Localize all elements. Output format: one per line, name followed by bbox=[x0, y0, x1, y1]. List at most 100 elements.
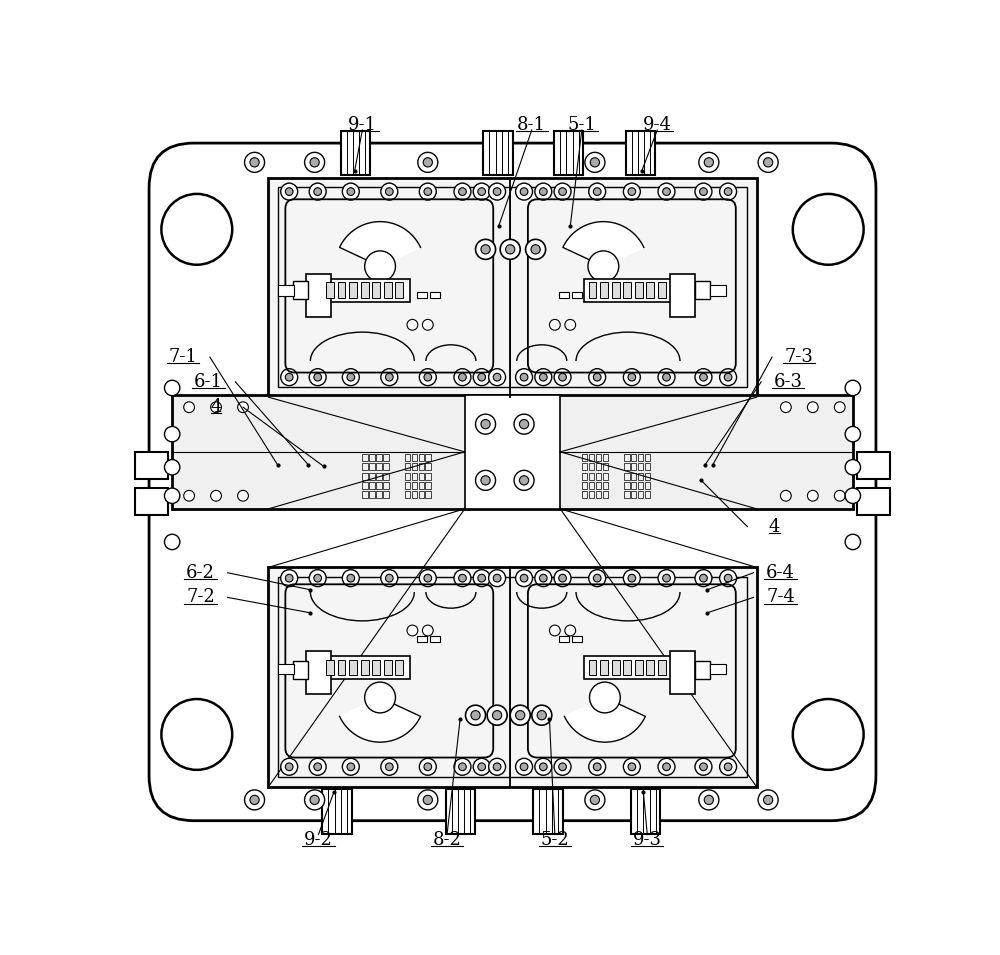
Circle shape bbox=[476, 240, 496, 260]
Bar bbox=[631, 482, 636, 489]
Circle shape bbox=[516, 183, 533, 200]
Bar bbox=[425, 491, 431, 499]
Circle shape bbox=[285, 763, 293, 771]
Bar bbox=[405, 491, 410, 499]
Circle shape bbox=[588, 251, 619, 282]
Circle shape bbox=[724, 373, 732, 381]
Circle shape bbox=[539, 373, 547, 381]
Circle shape bbox=[628, 373, 636, 381]
Circle shape bbox=[695, 183, 712, 200]
Circle shape bbox=[305, 153, 325, 172]
Bar bbox=[624, 463, 630, 471]
Circle shape bbox=[385, 188, 393, 196]
Circle shape bbox=[532, 705, 552, 725]
Circle shape bbox=[342, 758, 359, 775]
Circle shape bbox=[161, 194, 232, 265]
Circle shape bbox=[593, 373, 601, 381]
Circle shape bbox=[238, 490, 248, 501]
Circle shape bbox=[764, 158, 773, 167]
Circle shape bbox=[285, 188, 293, 196]
Circle shape bbox=[459, 574, 466, 582]
Bar bbox=[638, 482, 643, 489]
Circle shape bbox=[554, 183, 571, 200]
Circle shape bbox=[478, 373, 486, 381]
Bar bbox=[322, 279, 410, 302]
Bar bbox=[293, 281, 308, 300]
Circle shape bbox=[554, 369, 571, 386]
Polygon shape bbox=[340, 222, 421, 266]
Bar bbox=[369, 482, 375, 489]
Circle shape bbox=[309, 570, 326, 586]
Circle shape bbox=[658, 183, 675, 200]
Circle shape bbox=[342, 183, 359, 200]
Circle shape bbox=[554, 758, 571, 775]
Circle shape bbox=[492, 711, 502, 720]
Circle shape bbox=[424, 574, 432, 582]
Circle shape bbox=[184, 490, 194, 501]
Bar bbox=[631, 463, 636, 471]
Circle shape bbox=[793, 194, 864, 265]
Circle shape bbox=[476, 414, 496, 435]
Bar bbox=[395, 283, 403, 298]
Bar bbox=[341, 131, 370, 176]
Circle shape bbox=[559, 188, 566, 196]
Circle shape bbox=[459, 373, 466, 381]
Bar bbox=[646, 283, 654, 298]
Circle shape bbox=[385, 574, 393, 582]
Bar bbox=[306, 651, 331, 694]
Circle shape bbox=[520, 373, 528, 381]
Bar bbox=[338, 283, 345, 298]
Polygon shape bbox=[340, 697, 421, 742]
Circle shape bbox=[535, 183, 552, 200]
Bar bbox=[383, 463, 389, 471]
Bar bbox=[589, 491, 594, 499]
Circle shape bbox=[493, 188, 501, 196]
Circle shape bbox=[342, 570, 359, 586]
Circle shape bbox=[724, 188, 732, 196]
Circle shape bbox=[585, 153, 605, 172]
Bar bbox=[584, 279, 673, 302]
Circle shape bbox=[459, 763, 466, 771]
Bar bbox=[589, 283, 596, 298]
Bar bbox=[306, 274, 331, 317]
Bar bbox=[278, 187, 747, 387]
Circle shape bbox=[519, 419, 529, 429]
Circle shape bbox=[700, 574, 707, 582]
Circle shape bbox=[658, 369, 675, 386]
Circle shape bbox=[381, 758, 398, 775]
Circle shape bbox=[365, 682, 395, 712]
Text: 4: 4 bbox=[210, 398, 222, 416]
Circle shape bbox=[454, 183, 471, 200]
Bar bbox=[412, 463, 417, 471]
Bar bbox=[600, 283, 608, 298]
Text: 5-2: 5-2 bbox=[540, 831, 569, 849]
Bar bbox=[658, 283, 666, 298]
Circle shape bbox=[724, 763, 732, 771]
Bar bbox=[372, 660, 380, 675]
Circle shape bbox=[473, 183, 490, 200]
Circle shape bbox=[663, 373, 670, 381]
Circle shape bbox=[281, 570, 298, 586]
Circle shape bbox=[281, 183, 298, 200]
Bar bbox=[425, 482, 431, 489]
Circle shape bbox=[514, 471, 534, 490]
Bar bbox=[425, 455, 431, 461]
Bar bbox=[638, 491, 643, 499]
Bar bbox=[376, 473, 382, 479]
Circle shape bbox=[164, 459, 180, 475]
Bar bbox=[349, 660, 357, 675]
Circle shape bbox=[454, 570, 471, 586]
Circle shape bbox=[535, 369, 552, 386]
Circle shape bbox=[628, 574, 636, 582]
Circle shape bbox=[454, 369, 471, 386]
Circle shape bbox=[381, 570, 398, 586]
Bar bbox=[596, 463, 601, 471]
Circle shape bbox=[589, 570, 606, 586]
Bar bbox=[589, 660, 596, 675]
Bar bbox=[596, 482, 601, 489]
Bar bbox=[670, 274, 695, 317]
Bar bbox=[631, 473, 636, 479]
Circle shape bbox=[365, 251, 395, 282]
Bar bbox=[405, 482, 410, 489]
Circle shape bbox=[663, 763, 670, 771]
